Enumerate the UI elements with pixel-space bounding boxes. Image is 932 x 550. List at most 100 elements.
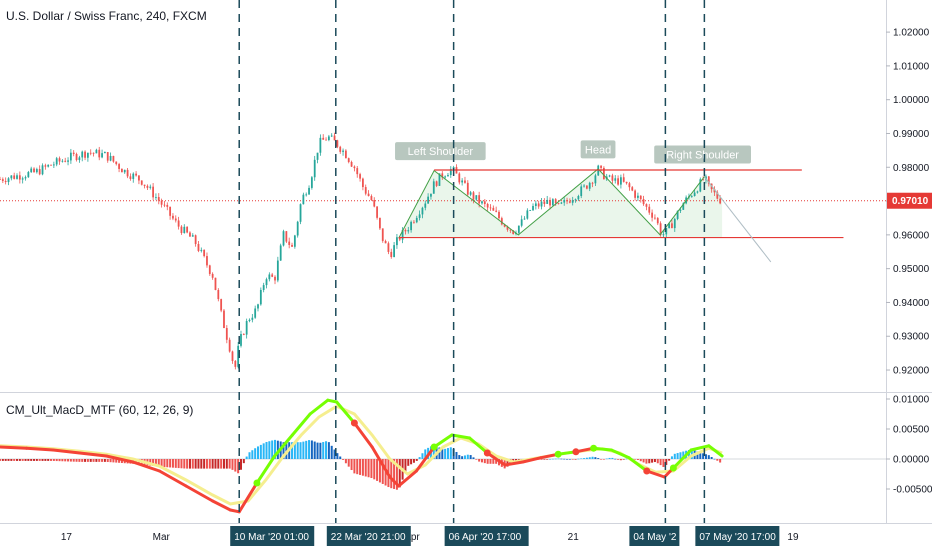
histogram-bar: [415, 459, 418, 461]
candle-body: [682, 203, 685, 210]
histogram-group: [0, 439, 722, 490]
candle-body: [517, 225, 520, 233]
histogram-bar: [299, 442, 302, 459]
histogram-bar: [480, 459, 483, 463]
candle-body: [668, 223, 671, 229]
price-tick-label: 0.95000: [893, 264, 930, 275]
candle-body: [322, 137, 325, 140]
histogram-bar: [359, 459, 362, 475]
cross-dot: [669, 464, 677, 472]
histogram-bar: [157, 459, 160, 467]
candle-body: [223, 310, 225, 329]
histogram-bar: [410, 459, 413, 465]
date-tag-box: [695, 526, 780, 546]
candle-body: [654, 217, 656, 219]
candle-body: [228, 339, 231, 352]
candle-body: [308, 187, 310, 195]
histogram-bar: [466, 454, 469, 459]
histogram-bar: [24, 459, 27, 461]
histogram-bar: [200, 459, 203, 469]
candle-body: [16, 175, 18, 179]
date-tag-label: 04 May '2: [633, 532, 676, 543]
candle-body: [379, 217, 381, 229]
macd-line-segment: [184, 484, 215, 503]
histogram-bar: [296, 442, 299, 459]
candle-body: [1, 179, 4, 181]
candle-body: [554, 199, 557, 204]
candle-body: [61, 160, 64, 162]
candle-body: [699, 179, 702, 192]
macd-line-segment: [707, 444, 724, 458]
histogram-bar: [670, 456, 673, 459]
candle-body: [509, 229, 512, 231]
histogram-bar: [673, 453, 676, 459]
candle-body: [540, 201, 543, 207]
histogram-bar: [344, 459, 347, 464]
histogram-bar: [64, 459, 67, 462]
histogram-bar: [265, 442, 268, 459]
histogram-bar: [469, 455, 472, 459]
candle-body: [47, 164, 50, 167]
projection-line: [703, 176, 772, 263]
candle-body: [78, 157, 81, 161]
histogram-bar: [441, 449, 444, 459]
price-tick-label: 1.02000: [893, 28, 930, 39]
histogram-bar: [310, 440, 313, 459]
candle-body: [384, 240, 387, 244]
candle-body: [121, 168, 123, 173]
candle-body: [566, 199, 568, 202]
candle-body: [438, 173, 441, 186]
histogram-bar: [699, 452, 702, 459]
candle-body: [662, 234, 665, 236]
histogram-bar: [546, 459, 549, 460]
histogram-bar: [248, 452, 251, 459]
histogram-bar: [438, 447, 441, 459]
histogram-bar: [55, 459, 58, 462]
candle-body: [197, 244, 200, 251]
candle-body: [225, 328, 228, 340]
candle-body: [13, 175, 16, 179]
candle-body: [651, 212, 653, 218]
histogram-bar: [376, 459, 379, 481]
candle-body: [211, 273, 214, 278]
histogram-bar: [665, 459, 668, 465]
histogram-bar: [458, 455, 461, 459]
candle-body: [189, 232, 191, 237]
candle-body: [421, 207, 424, 215]
histogram-bar: [44, 459, 47, 461]
candle-body: [611, 175, 614, 181]
histogram-bar: [342, 459, 345, 460]
histogram-bar: [0, 459, 1, 461]
histogram-bar: [293, 442, 296, 459]
candle-body: [319, 137, 322, 153]
candle-body: [325, 139, 327, 141]
price-tick-label: 0.92000: [893, 366, 930, 377]
histogram-bar: [597, 458, 600, 459]
histogram-bar: [563, 458, 566, 460]
histogram-bar: [322, 442, 325, 459]
histogram-bar: [702, 453, 705, 459]
indicator-tick-label: 0.00500: [893, 425, 930, 436]
histogram-bar: [228, 459, 231, 469]
candle-body: [537, 203, 540, 207]
histogram-bar: [594, 457, 597, 459]
histogram-bar: [557, 458, 560, 460]
candle-body: [69, 152, 72, 161]
histogram-bar: [704, 454, 707, 459]
histogram-bar: [551, 458, 554, 460]
histogram-bar: [356, 459, 359, 475]
histogram-bar: [98, 459, 101, 462]
candle-body: [444, 176, 447, 178]
histogram-bar: [668, 459, 671, 461]
histogram-bar: [634, 459, 637, 460]
histogram-bar: [710, 457, 713, 459]
candle-body: [129, 176, 132, 179]
date-tag-label: 07 May '20 17:00: [699, 532, 776, 543]
symbol-title: U.S. Dollar / Swiss Franc, 240, FXCM: [6, 9, 207, 23]
candle-body: [390, 251, 393, 258]
candle-body: [656, 218, 659, 224]
histogram-bar: [339, 456, 342, 459]
candle-body: [520, 219, 523, 226]
histogram-bar: [118, 459, 121, 463]
candle-body: [251, 317, 254, 320]
